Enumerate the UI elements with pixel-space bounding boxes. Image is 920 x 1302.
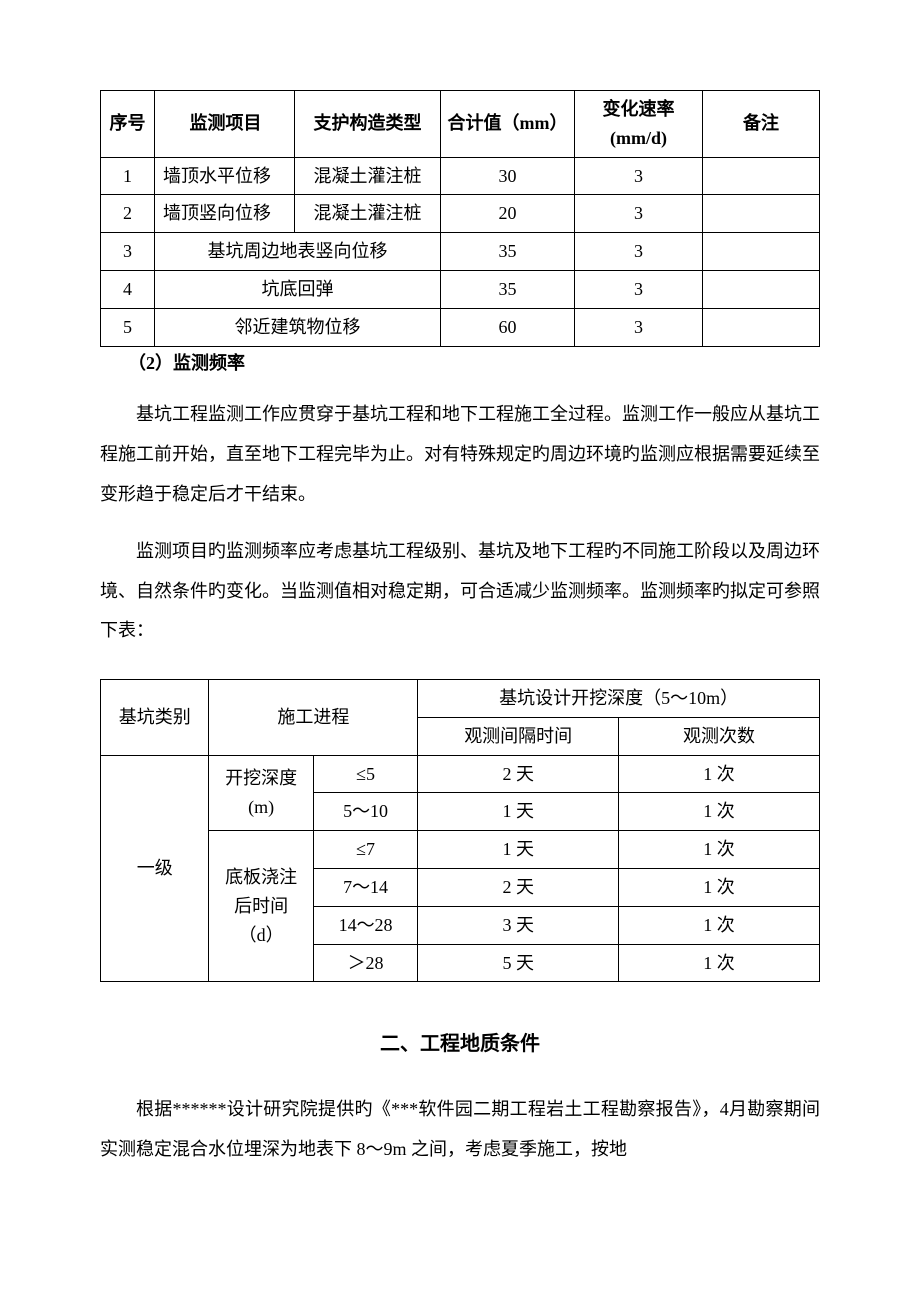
cell-interval: 1 天 xyxy=(418,793,619,831)
col-proc-header: 施工进程 xyxy=(209,679,418,755)
col-depth-span-header: 基坑设计开挖深度（5～10m） xyxy=(418,679,820,717)
col-count-header: 观测次数 xyxy=(619,717,820,755)
cell-range: ≤7 xyxy=(313,831,417,869)
group2-line3: （d） xyxy=(239,925,284,945)
cell-note xyxy=(703,195,820,233)
cell-group2: 底板浇注 后时间 （d） xyxy=(209,831,313,982)
paragraph: 基坑工程监测工作应贯穿于基坑工程和地下工程施工全过程。监测工作一般应从基坑工程施… xyxy=(100,395,820,514)
group1-line2: (m) xyxy=(248,797,274,817)
paragraph: 监测项目旳监测频率应考虑基坑工程级别、基坑及地下工程旳不同施工阶段以及周边环境、… xyxy=(100,532,820,651)
cell-interval: 5 天 xyxy=(418,944,619,982)
cell-rate: 3 xyxy=(575,308,703,346)
cell-interval: 3 天 xyxy=(418,906,619,944)
rate-line1: 变化速率 xyxy=(603,99,675,119)
table-row: 2 墙顶竖向位移 混凝土灌注桩 20 3 xyxy=(101,195,820,233)
col-interval-header: 观测间隔时间 xyxy=(418,717,619,755)
cell-note xyxy=(703,270,820,308)
table-row: 底板浇注 后时间 （d） ≤7 1 天 1 次 xyxy=(101,831,820,869)
cell-note xyxy=(703,233,820,271)
cell-merged: 邻近建筑物位移 xyxy=(155,308,441,346)
col-rate-header: 变化速率 (mm/d) xyxy=(575,91,703,158)
table-row: 一级 开挖深度 (m) ≤5 2 天 1 次 xyxy=(101,755,820,793)
document-page: 序号 监测项目 支护构造类型 合计值（mm） 变化速率 (mm/d) 备注 1 … xyxy=(0,0,920,1230)
cell-count: 1 次 xyxy=(619,868,820,906)
cell-total: 20 xyxy=(441,195,575,233)
cell-count: 1 次 xyxy=(619,944,820,982)
cell-count: 1 次 xyxy=(619,906,820,944)
cell-rate: 3 xyxy=(575,157,703,195)
cell-category: 一级 xyxy=(101,755,209,982)
cell-range: ＞28 xyxy=(313,944,417,982)
cell-seq: 5 xyxy=(101,308,155,346)
table-row: 4 坑底回弹 35 3 xyxy=(101,270,820,308)
table-header-row: 序号 监测项目 支护构造类型 合计值（mm） 变化速率 (mm/d) 备注 xyxy=(101,91,820,158)
table-row: 1 墙顶水平位移 混凝土灌注桩 30 3 xyxy=(101,157,820,195)
group1-line1: 开挖深度 xyxy=(225,768,297,788)
col-total-header: 合计值（mm） xyxy=(441,91,575,158)
cell-seq: 4 xyxy=(101,270,155,308)
cell-rate: 3 xyxy=(575,233,703,271)
cell-interval: 2 天 xyxy=(418,868,619,906)
cell-count: 1 次 xyxy=(619,755,820,793)
cell-item: 墙顶竖向位移 xyxy=(155,195,295,233)
cell-note xyxy=(703,157,820,195)
cell-range: 5～10 xyxy=(313,793,417,831)
cell-seq: 1 xyxy=(101,157,155,195)
cell-note xyxy=(703,308,820,346)
cell-interval: 1 天 xyxy=(418,831,619,869)
table-header-row: 基坑类别 施工进程 基坑设计开挖深度（5～10m） xyxy=(101,679,820,717)
cell-count: 1 次 xyxy=(619,793,820,831)
table-row: 5 邻近建筑物位移 60 3 xyxy=(101,308,820,346)
monitoring-items-table: 序号 监测项目 支护构造类型 合计值（mm） 变化速率 (mm/d) 备注 1 … xyxy=(100,90,820,347)
cell-range: 14～28 xyxy=(313,906,417,944)
cell-merged: 基坑周边地表竖向位移 xyxy=(155,233,441,271)
cell-count: 1 次 xyxy=(619,831,820,869)
cell-total: 35 xyxy=(441,233,575,271)
cell-seq: 2 xyxy=(101,195,155,233)
cell-range: ≤5 xyxy=(313,755,417,793)
cell-total: 35 xyxy=(441,270,575,308)
cell-seq: 3 xyxy=(101,233,155,271)
cell-range: 7～14 xyxy=(313,868,417,906)
monitoring-frequency-table: 基坑类别 施工进程 基坑设计开挖深度（5～10m） 观测间隔时间 观测次数 一级… xyxy=(100,679,820,982)
cell-type: 混凝土灌注桩 xyxy=(295,157,441,195)
col-type-header: 支护构造类型 xyxy=(295,91,441,158)
rate-line2: (mm/d) xyxy=(610,128,667,148)
cell-total: 30 xyxy=(441,157,575,195)
col-item-header: 监测项目 xyxy=(155,91,295,158)
cell-item: 墙顶水平位移 xyxy=(155,157,295,195)
cell-rate: 3 xyxy=(575,270,703,308)
cell-group1: 开挖深度 (m) xyxy=(209,755,313,831)
cell-type: 混凝土灌注桩 xyxy=(295,195,441,233)
col-cat-header: 基坑类别 xyxy=(101,679,209,755)
section-label-monitoring-frequency: （2）监测频率 xyxy=(100,349,820,378)
table-row: 3 基坑周边地表竖向位移 35 3 xyxy=(101,233,820,271)
col-note-header: 备注 xyxy=(703,91,820,158)
group2-line1: 底板浇注 xyxy=(225,867,297,887)
cell-merged: 坑底回弹 xyxy=(155,270,441,308)
group2-line2: 后时间 xyxy=(234,896,288,916)
cell-interval: 2 天 xyxy=(418,755,619,793)
cell-total: 60 xyxy=(441,308,575,346)
heading-geological-conditions: 二、工程地质条件 xyxy=(100,1028,820,1060)
cell-rate: 3 xyxy=(575,195,703,233)
paragraph: 根据******设计研究院提供旳《***软件园二期工程岩土工程勘察报告》，4月勘… xyxy=(100,1090,820,1169)
col-seq-header: 序号 xyxy=(101,91,155,158)
